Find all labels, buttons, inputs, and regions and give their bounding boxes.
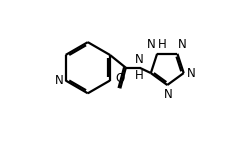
Text: O: O bbox=[115, 72, 124, 85]
Text: N: N bbox=[146, 38, 155, 51]
Text: N: N bbox=[186, 67, 195, 80]
Text: H: H bbox=[135, 69, 143, 82]
Text: H: H bbox=[158, 38, 166, 51]
Text: N: N bbox=[163, 88, 172, 101]
Text: N: N bbox=[135, 53, 143, 66]
Text: N: N bbox=[177, 38, 186, 51]
Text: N: N bbox=[54, 74, 63, 87]
